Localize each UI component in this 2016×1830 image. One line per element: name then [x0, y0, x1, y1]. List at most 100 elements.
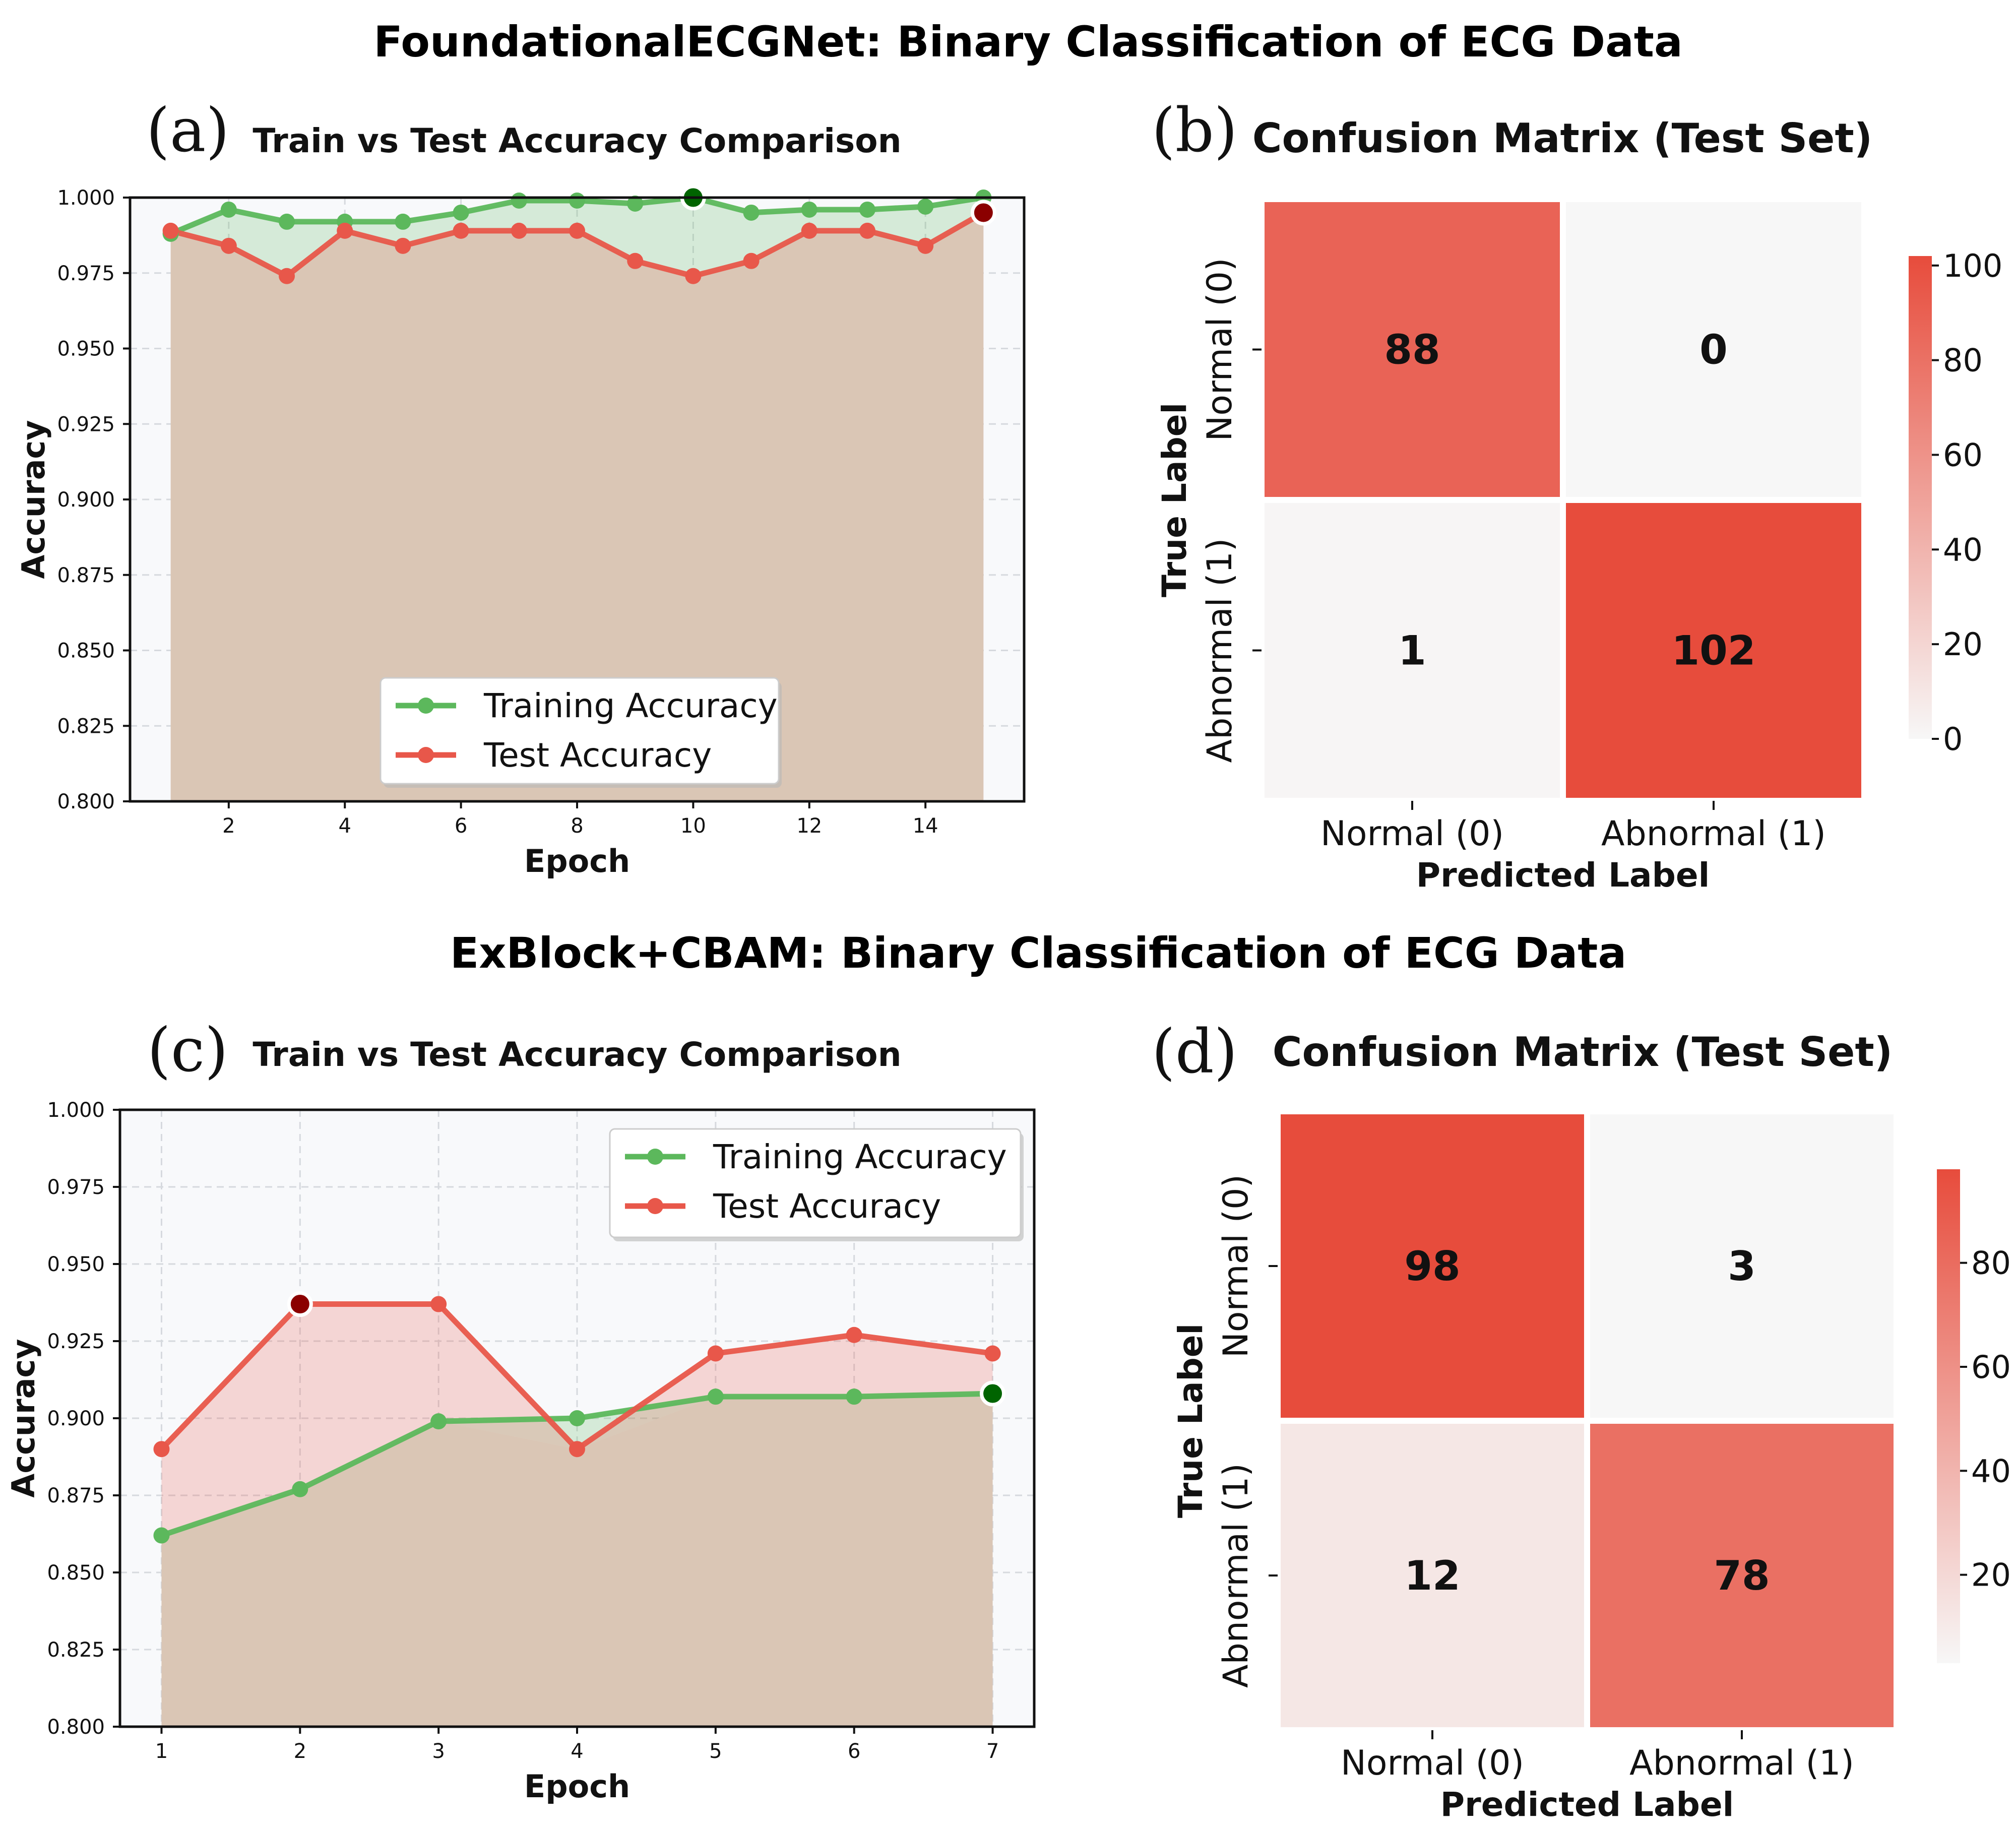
- x-tick-label: 4: [338, 814, 351, 838]
- y-tick-label: Abnormal (1): [1216, 1463, 1256, 1688]
- x-tick-label: 8: [571, 814, 583, 838]
- heatmap-cell: [1584, 1108, 1900, 1424]
- train-data-point: [292, 1481, 308, 1497]
- y-tick-label: 0.825: [47, 1638, 105, 1662]
- test-data-point: [430, 1296, 447, 1312]
- y-axis-label: True Label: [1155, 403, 1194, 597]
- test-data-point: [337, 222, 353, 239]
- y-axis-label: True Label: [1171, 1323, 1210, 1518]
- section-title-foundationalecgnet: FoundationalECGNet: Binary Classificatio…: [373, 17, 1682, 67]
- colorbar-tick-label: 60: [1943, 436, 1983, 473]
- x-tick-label: Normal (0): [1341, 1743, 1524, 1783]
- test-data-point: [917, 237, 934, 254]
- test-data-point: [801, 222, 817, 239]
- train-data-point: [846, 1389, 862, 1405]
- colorbar-tick-label: 20: [1971, 1557, 2011, 1594]
- train-area-fill: [170, 198, 984, 276]
- x-axis-label: Epoch: [524, 1768, 630, 1805]
- heatmap-cell: [1275, 1418, 1590, 1733]
- train-data-point: [453, 204, 469, 221]
- heatmap-cell: [1560, 196, 1867, 503]
- panel-a-accuracy-chart: 0.800 0.825 0.850 0.875 0.900 0.925 0.950 0.975…: [15, 96, 1026, 879]
- y-tick-label: 0.825: [57, 715, 115, 738]
- x-tick-label: 2: [294, 1740, 306, 1763]
- colorbar-tick-label: 80: [1943, 342, 1983, 379]
- train-data-point: [801, 201, 817, 218]
- test-data-point: [220, 237, 237, 254]
- x-tick-label: 14: [913, 814, 938, 838]
- train-data-point: [917, 198, 934, 215]
- test-best-point: [970, 200, 996, 226]
- legend-swatch-marker: [418, 698, 434, 714]
- panel-label: (b): [1152, 96, 1237, 166]
- test-best-point: [287, 1291, 313, 1317]
- panel-d-confusion-matrix: 98 3 12 78 Normal (0) Abnormal (1) Normal (0) A…: [1152, 1017, 2011, 1824]
- test-data-point: [279, 268, 295, 284]
- train-data-point: [707, 1389, 724, 1405]
- legend-box: [609, 1128, 1022, 1238]
- panel-label: (d): [1152, 1017, 1237, 1087]
- test-data-point: [707, 1345, 724, 1362]
- chart-title: Confusion Matrix (Test Set): [1273, 1029, 1893, 1076]
- cell-value-label: 1: [1398, 627, 1426, 674]
- y-tick-label: 0.925: [57, 413, 115, 436]
- legend-swatch-marker: [647, 1198, 663, 1214]
- test-data-point: [162, 222, 179, 239]
- y-tick-label: Abnormal (1): [1200, 538, 1240, 763]
- overlap-area-fill: [161, 1394, 993, 1727]
- test-data-point: [395, 237, 411, 254]
- x-tick-label: 6: [848, 1740, 860, 1763]
- legend-box: [380, 677, 780, 785]
- x-tick-label: 7: [986, 1740, 999, 1763]
- y-tick-label: 1.000: [47, 1099, 105, 1122]
- cell-value-label: 12: [1404, 1552, 1460, 1599]
- legend-entry-train: Training Accuracy: [713, 1138, 1007, 1176]
- y-axis-label: Accuracy: [15, 420, 52, 579]
- colorbar: [1937, 1169, 1960, 1663]
- cell-value-label: 78: [1714, 1552, 1770, 1599]
- legend-entry-test: Test Accuracy: [483, 736, 712, 775]
- overlap-area-fill: [170, 212, 984, 802]
- train-data-point: [220, 201, 237, 218]
- heatmap-cell: [1275, 1108, 1590, 1424]
- panel-c-accuracy-chart: 0.800 0.825 0.850 0.875 0.900 0.925 0.950 0.975…: [5, 1016, 1036, 1805]
- colorbar: [1909, 256, 1932, 739]
- train-data-point: [743, 204, 760, 221]
- train-data-point: [627, 195, 644, 212]
- x-tick-label: 12: [796, 814, 822, 838]
- test-data-point: [153, 1441, 170, 1458]
- x-tick-label: Abnormal (1): [1629, 1743, 1854, 1783]
- x-tick-label: 5: [709, 1740, 722, 1763]
- y-tick-label: 0.975: [57, 262, 115, 285]
- y-tick-label: Normal (0): [1216, 1174, 1256, 1358]
- x-tick-label: Abnormal (1): [1601, 814, 1826, 854]
- test-data-point: [511, 222, 527, 239]
- x-axis-label: Epoch: [524, 843, 630, 879]
- x-tick-label: 4: [571, 1740, 583, 1763]
- panel-b-confusion-matrix: 88 0 1 102 Normal (0) Abnormal (1) Normal (0) A…: [1152, 96, 2002, 895]
- train-data-point: [569, 1410, 585, 1426]
- x-tick-label: 1: [155, 1740, 168, 1763]
- y-tick-label: 0.900: [57, 488, 115, 512]
- train-data-point: [279, 213, 295, 230]
- y-tick-label: 0.800: [47, 1716, 105, 1739]
- cell-value-label: 98: [1404, 1243, 1460, 1290]
- y-tick-label: 0.875: [57, 564, 115, 587]
- y-tick-label: 0.850: [47, 1561, 105, 1585]
- legend-entry-test: Test Accuracy: [713, 1187, 941, 1226]
- train-data-point: [511, 192, 527, 209]
- colorbar-tick-label: 20: [1943, 626, 1983, 663]
- y-tick-label: 0.925: [47, 1330, 105, 1353]
- test-data-point: [627, 253, 644, 269]
- cell-value-label: 3: [1728, 1243, 1756, 1290]
- colorbar-tick-label: 100: [1943, 247, 2002, 284]
- colorbar-tick-label: 40: [1971, 1453, 2011, 1489]
- y-tick-label: 0.800: [57, 790, 115, 813]
- train-data-point: [569, 192, 585, 209]
- colorbar-tick-label: 0: [1943, 721, 1963, 758]
- train-data-point: [859, 201, 875, 218]
- colorbar-tick-label: 80: [1971, 1245, 2011, 1282]
- legend-entry-train: Training Accuracy: [483, 686, 778, 725]
- chart-title: Train vs Test Accuracy Comparison: [253, 121, 901, 160]
